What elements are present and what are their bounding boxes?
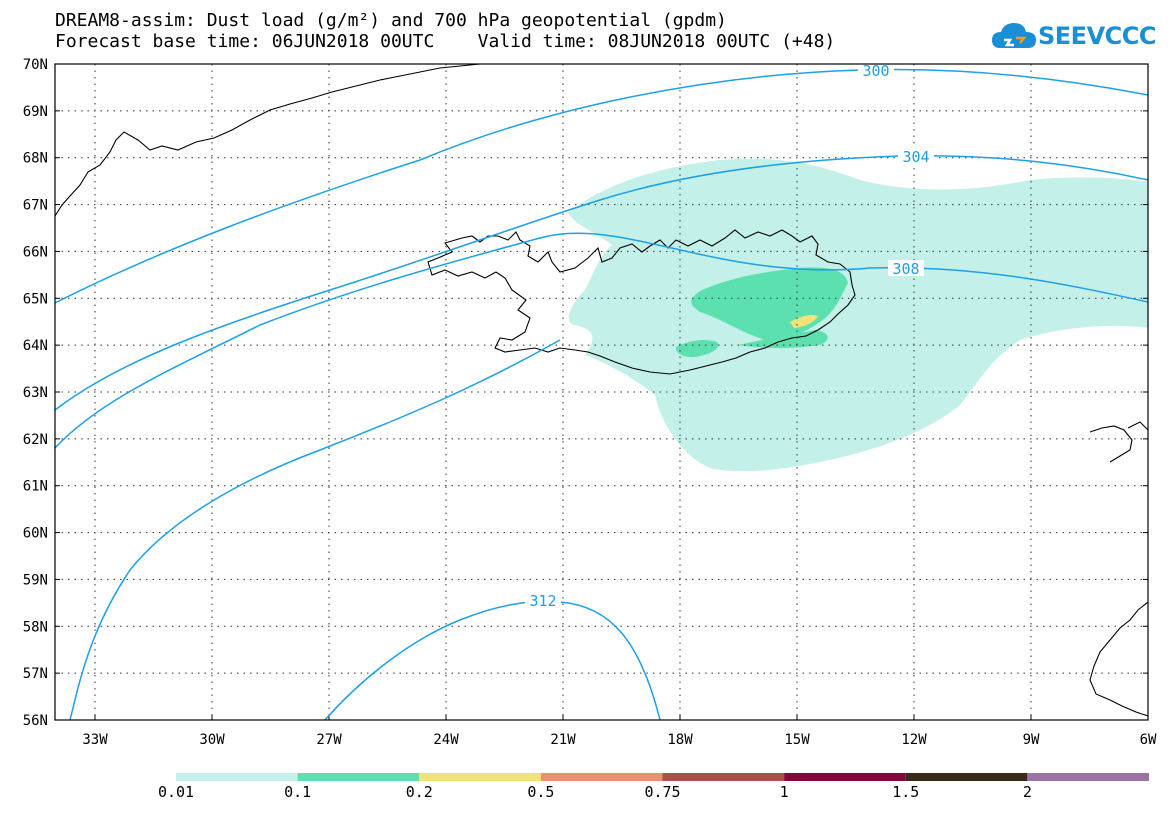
contour-label-304: 304	[902, 148, 929, 166]
cloud-icon	[992, 23, 1036, 48]
lon-label-30W: 30W	[199, 732, 225, 748]
contour-labels: 300 304 308 312	[525, 62, 934, 610]
graticule	[55, 63, 1149, 721]
colorbar-label: 0.5	[527, 783, 555, 801]
colorbar-label: 1	[779, 783, 789, 801]
logo-text: SEEVCCC	[1038, 22, 1157, 50]
lat-label-63N: 63N	[23, 385, 48, 401]
map-plot: 300 304 308 312 70N 69N 68N 67N 66N 65N 64N 63N…	[23, 57, 1157, 748]
contour-312	[324, 600, 661, 720]
lon-label-21W: 21W	[550, 732, 576, 748]
coastlines	[55, 64, 1148, 717]
lon-label-24W: 24W	[433, 732, 459, 748]
seevccc-logo: SEEVCCC	[990, 18, 1160, 58]
colorbar	[176, 773, 1149, 781]
colorbar-label: 1.5	[892, 783, 920, 801]
colorbar-bin-6	[905, 773, 1028, 781]
scotland-coast	[1089, 601, 1148, 717]
dust-area-001	[568, 158, 1148, 472]
colorbar-bin-2	[419, 773, 541, 781]
contour-300	[55, 68, 1148, 304]
lon-label-15W: 15W	[784, 732, 810, 748]
iceland-coast	[427, 229, 856, 375]
map-subtitle: Forecast base time: 06JUN2018 00UTC Vali…	[55, 31, 836, 52]
contour-label-300: 300	[862, 62, 889, 80]
colorbar-label: 0.2	[405, 783, 433, 801]
lat-label-58N: 58N	[23, 619, 48, 635]
lat-label-62N: 62N	[23, 432, 48, 448]
colorbar-bin-0	[176, 773, 298, 781]
contour-label-312: 312	[529, 592, 556, 610]
map-title: DREAM8-assim: Dust load (g/m²) and 700 h…	[55, 10, 727, 31]
colorbar-label: 0.75	[644, 783, 681, 801]
dust-area-01-south	[675, 339, 719, 358]
colorbar-label: 0.01	[157, 783, 195, 801]
lat-label-61N: 61N	[23, 479, 48, 495]
contour-label-308: 308	[892, 260, 919, 278]
lat-label-64N: 64N	[23, 338, 48, 354]
lat-label-56N: 56N	[23, 713, 48, 729]
faroe-islands	[1089, 425, 1133, 463]
dust-shading	[568, 158, 1148, 472]
lat-label-70N: 70N	[23, 57, 48, 73]
colorbar-label: 0.1	[284, 783, 312, 801]
greenland-coast	[55, 64, 481, 217]
latitude-labels: 70N 69N 68N 67N 66N 65N 64N 63N 62N 61N 60N 59N 58N 5…	[23, 57, 48, 729]
lon-label-18W: 18W	[667, 732, 693, 748]
colorbar-bin-5	[784, 773, 906, 781]
lat-label-60N: 60N	[23, 526, 48, 542]
colorbar-bin-4	[662, 773, 785, 781]
lat-label-65N: 65N	[23, 291, 48, 307]
contour-308	[55, 232, 1148, 449]
lat-label-69N: 69N	[23, 104, 48, 120]
lon-label-12W: 12W	[901, 732, 927, 748]
lat-label-66N: 66N	[23, 244, 48, 260]
faroe-islands-east	[1127, 421, 1148, 431]
lat-label-67N: 67N	[23, 198, 48, 214]
lat-label-57N: 57N	[23, 666, 48, 682]
lon-label-9W: 9W	[1023, 732, 1040, 748]
contour-304	[55, 155, 1148, 411]
geopotential-contours	[55, 68, 1148, 720]
longitude-labels: 33W 30W 27W 24W 21W 18W 15W 12W 9W 6W	[82, 732, 1157, 748]
colorbar-bin-1	[297, 773, 420, 781]
lon-label-6W: 6W	[1140, 732, 1157, 748]
lat-label-68N: 68N	[23, 151, 48, 167]
dust-area-01-east	[738, 330, 828, 349]
colorbar-bin-7	[1027, 773, 1149, 781]
map-frame	[54, 63, 1149, 721]
lon-label-33W: 33W	[82, 732, 108, 748]
lon-label-27W: 27W	[316, 732, 342, 748]
lat-label-59N: 59N	[23, 572, 48, 588]
contour-312-outer	[69, 339, 561, 720]
colorbar-label: 2	[1022, 783, 1032, 801]
colorbar-bin-3	[540, 773, 663, 781]
